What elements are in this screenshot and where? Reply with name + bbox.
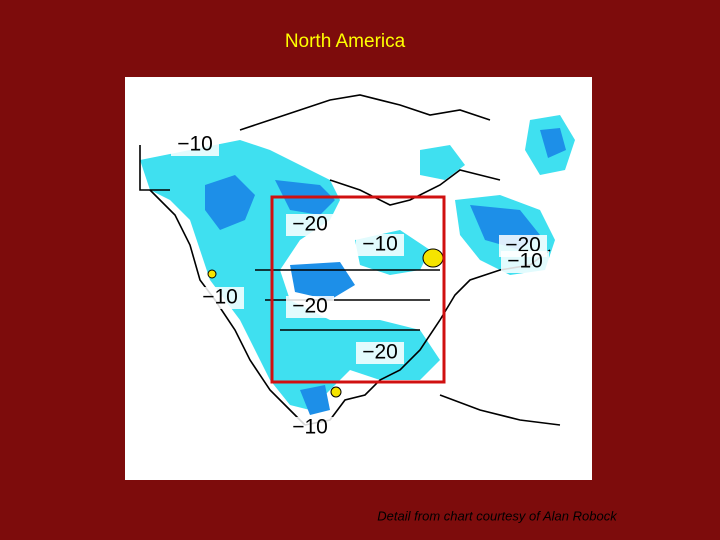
anomaly-positive (207, 248, 444, 398)
highlight-box (270, 195, 446, 384)
caption: Detail from chart courtesy of Alan Roboc… (377, 508, 618, 523)
anomaly-dark (205, 128, 566, 415)
contour-label-background (171, 134, 219, 156)
contour-label: −20 (362, 341, 398, 364)
contour-label: −10 (362, 233, 398, 256)
coastlines (139, 94, 561, 426)
contour-label: −10 (507, 250, 543, 273)
contour-label: −20 (292, 213, 328, 236)
contour-label-background (286, 417, 334, 439)
contour-label-background (286, 214, 334, 236)
slide-title: North America (285, 31, 406, 52)
contour-label: −10 (202, 286, 238, 309)
contour-label-background (286, 296, 334, 318)
contour-label: −20 (292, 295, 328, 318)
contour-label: −10 (177, 133, 213, 156)
contour-label-background (356, 234, 404, 256)
contour-label-background (196, 287, 244, 309)
contour-label-background (501, 251, 549, 273)
contour-label: −10 (292, 416, 328, 439)
contour-label: −20 (505, 234, 541, 257)
contour-label-background (356, 342, 404, 364)
map: −10−20−10 −20−10−10 −20−20−10 (125, 77, 592, 480)
